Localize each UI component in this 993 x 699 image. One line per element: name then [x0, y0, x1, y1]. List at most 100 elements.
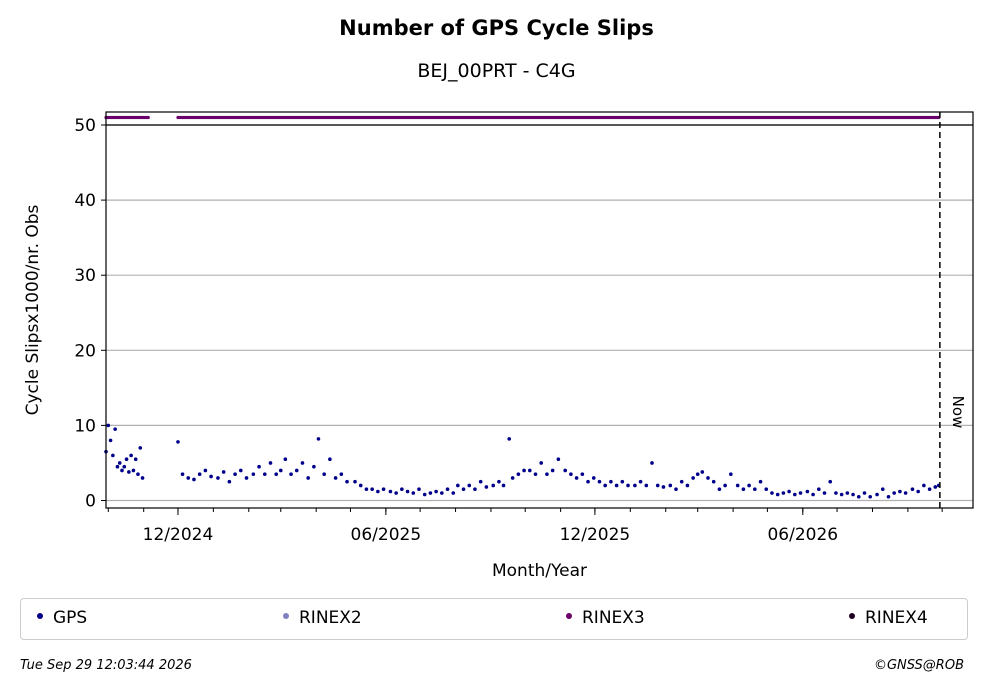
gps-point-62	[434, 489, 438, 494]
gps-point-116	[741, 487, 746, 492]
gps-point-103	[668, 483, 673, 488]
gps-point-39	[300, 461, 305, 465]
gps-point-3	[111, 453, 115, 458]
gps-point-28	[238, 468, 243, 473]
gps-point-38	[294, 468, 299, 473]
gps-point-82	[545, 472, 549, 477]
gps-point-25	[221, 470, 226, 474]
gps-point-26	[227, 479, 232, 484]
gps-point-75	[507, 437, 512, 441]
gps-point-50	[364, 487, 369, 492]
gps-point-18	[180, 472, 185, 477]
gps-point-6	[117, 461, 122, 465]
gps-point-31	[257, 464, 261, 469]
gps-point-54	[388, 489, 393, 494]
gps-point-105	[679, 479, 684, 484]
gps-point-20	[192, 477, 196, 482]
gps-point-118	[753, 487, 757, 492]
legend-label-rinex4: RINEX4	[865, 608, 928, 628]
footer-credit: ©GNSS@ROB	[873, 658, 964, 673]
gps-point-125	[793, 492, 797, 497]
gps-point-149	[933, 485, 938, 489]
gps-point-117	[747, 483, 751, 488]
legend-item-rinex4: RINEX4	[849, 607, 928, 629]
gps-point-142	[892, 491, 896, 495]
gps-point-98	[638, 479, 643, 484]
gps-point-67	[461, 487, 466, 492]
gps-point-147	[922, 483, 926, 488]
gps-point-99	[644, 483, 649, 488]
y-tick-label-0: 0	[85, 492, 96, 512]
gps-point-45	[333, 476, 338, 480]
gps-point-120	[764, 487, 769, 492]
gps-point-104	[674, 487, 678, 492]
gps-point-143	[898, 489, 902, 494]
gps-point-41	[312, 464, 316, 469]
gps-point-64	[445, 487, 450, 492]
y-axis-label: Cycle Slipsx1000/nr. Obs	[23, 204, 43, 415]
gps-point-29	[244, 476, 249, 480]
gps-point-109	[700, 470, 705, 474]
gps-point-88	[580, 472, 585, 477]
gps-point-30	[251, 472, 256, 477]
legend: GPS RINEX2 RINEX3 RINEX4	[20, 598, 968, 640]
gps-point-94	[614, 483, 619, 488]
gps-point-144	[903, 491, 908, 495]
gps-point-4	[113, 427, 117, 431]
now-label: Now	[949, 396, 967, 429]
gps-point-58	[411, 491, 416, 495]
gps-point-83	[550, 468, 555, 473]
y-tick-label-40: 40	[74, 191, 96, 211]
gps-point-130	[822, 491, 827, 495]
gps-point-48	[353, 479, 357, 484]
x-tick-label-3: 06/2026	[767, 525, 838, 545]
gps-point-140	[880, 487, 885, 492]
gps-point-145	[910, 487, 915, 492]
gps-point-34	[274, 472, 279, 477]
gps-point-17	[176, 440, 180, 444]
gps-point-84	[556, 457, 561, 461]
gps-point-16	[140, 476, 145, 480]
gps-point-56	[400, 487, 404, 492]
legend-item-gps: GPS	[37, 607, 87, 629]
gps-point-102	[661, 485, 666, 489]
gps-point-123	[781, 491, 786, 495]
gps-point-72	[491, 483, 496, 488]
gps-point-107	[691, 476, 695, 480]
gps-point-60	[422, 492, 427, 497]
gps-point-135	[851, 492, 855, 497]
legend-label-gps: GPS	[53, 608, 88, 628]
gps-point-63	[440, 491, 444, 495]
gps-point-138	[868, 494, 872, 499]
chart-subtitle: BEJ_00PRT - C4G	[417, 60, 576, 82]
gps-point-19	[186, 476, 191, 480]
gps-point-21	[197, 472, 202, 477]
gps-point-132	[834, 491, 838, 495]
gps-point-114	[729, 472, 733, 477]
gps-point-5	[115, 464, 120, 469]
gps-point-37	[289, 472, 293, 477]
gps-point-8	[122, 464, 127, 469]
gps-point-22	[203, 468, 208, 473]
gps-point-74	[501, 483, 506, 488]
gps-point-10	[127, 470, 131, 474]
gps-point-96	[626, 483, 630, 488]
gps-point-93	[609, 479, 613, 484]
gps-point-59	[417, 487, 421, 492]
gps-point-49	[358, 483, 363, 488]
gps-point-40	[306, 476, 310, 480]
gps-point-77	[516, 472, 521, 477]
gps-point-78	[522, 468, 526, 473]
gps-point-44	[328, 457, 332, 461]
gps-point-32	[262, 472, 267, 477]
gps-point-139	[875, 492, 879, 497]
gps-point-51	[370, 487, 374, 492]
x-tick-label-0: 12/2024	[143, 525, 214, 545]
gps-point-136	[856, 494, 861, 499]
gps-point-7	[120, 468, 124, 473]
gps-point-42	[316, 437, 321, 441]
gps-point-12	[131, 468, 136, 473]
gps-point-2	[108, 438, 113, 443]
gps-point-124	[787, 489, 791, 494]
gps-point-15	[138, 446, 143, 450]
